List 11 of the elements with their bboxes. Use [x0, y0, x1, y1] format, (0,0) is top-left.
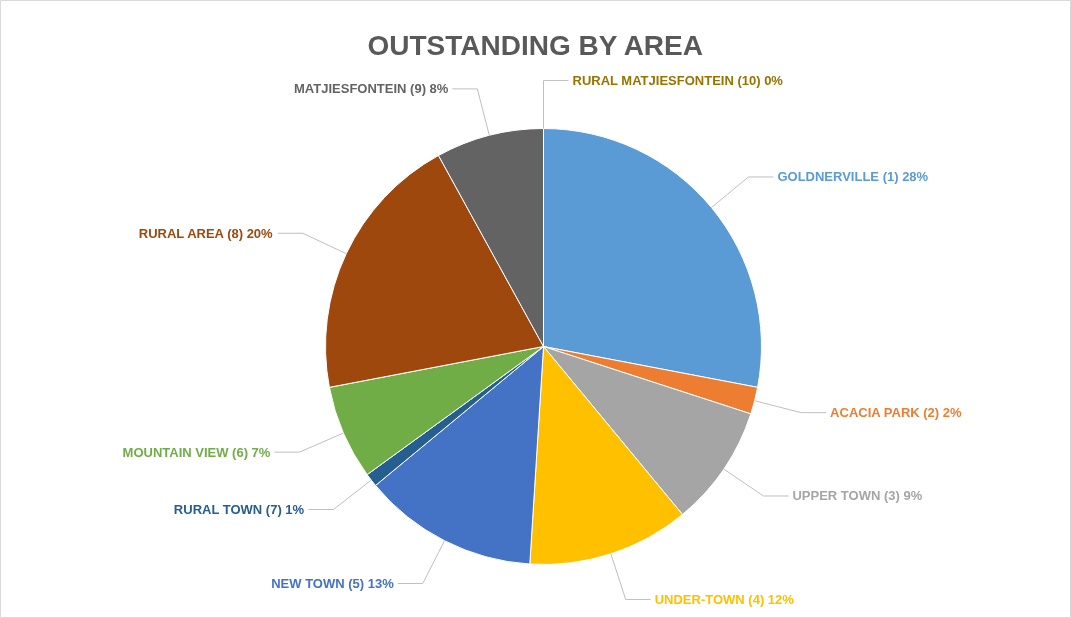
slice-label: UNDER-TOWN (4) 12%	[654, 591, 795, 607]
slice-label: ACACIA PARK (2) 2%	[830, 405, 962, 421]
slice-label: MOUNTAIN VIEW (6) 7%	[122, 444, 271, 460]
category-label: RURAL MATJIESFONTEIN (10) 0%	[572, 73, 783, 89]
slice-label: GOLDNERVILLE (1) 28%	[777, 169, 929, 185]
slice-label: RURAL AREA (8) 20%	[138, 225, 274, 241]
slice-label: MATJIESFONTEIN (9) 8%	[294, 81, 449, 97]
slice-label: NEW TOWN (5) 13%	[271, 575, 395, 591]
chart-title: OUTSTANDING BY AREA	[367, 30, 703, 61]
slice-label: UPPER TOWN (3) 9%	[792, 488, 923, 504]
slice-label: RURAL TOWN (7) 1%	[173, 502, 305, 518]
